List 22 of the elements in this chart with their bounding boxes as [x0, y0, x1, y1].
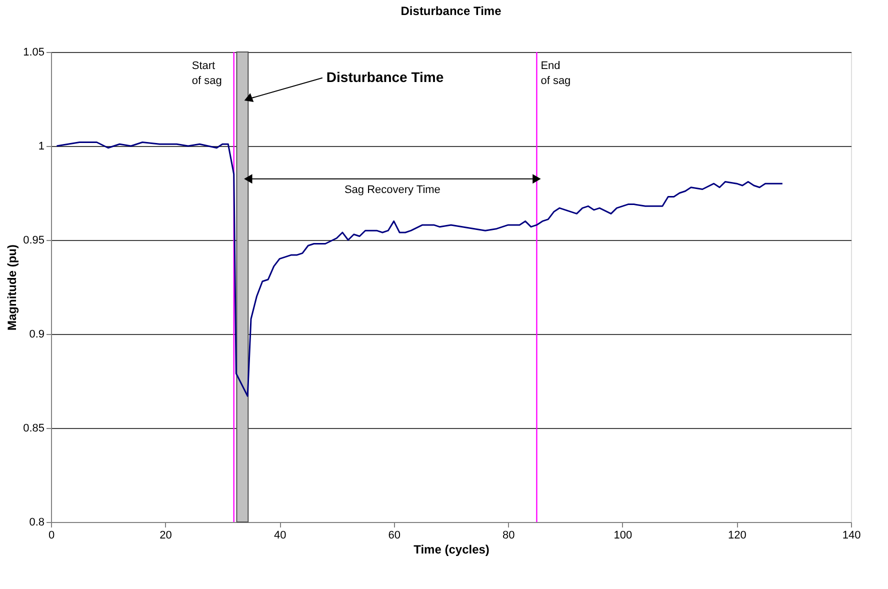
- x-tick-label: 40: [274, 530, 286, 542]
- x-tick-label: 60: [388, 530, 400, 542]
- x-tick-label: 0: [48, 530, 55, 542]
- y-tick-label: 1.05: [23, 46, 44, 58]
- x-tick-label: 100: [614, 530, 632, 542]
- y-tick-label: 0.8: [29, 516, 44, 528]
- x-axis-title: Time (cycles): [414, 542, 490, 556]
- y-tick-label: 0.9: [29, 328, 44, 340]
- ref-line-label: End of sag: [540, 60, 571, 87]
- x-tick-label: 120: [728, 530, 746, 542]
- line-series: [56, 141, 784, 397]
- x-tick-label: 80: [502, 530, 515, 542]
- annotation: Sag Recovery Time: [344, 184, 440, 196]
- y-tick-label: 0.85: [23, 422, 44, 434]
- x-tick-label: 20: [160, 530, 172, 542]
- y-axis-title: Magnitude (pu): [5, 244, 20, 330]
- x-tick-label: 140: [842, 530, 861, 542]
- ref-line-label: Start of sag: [192, 60, 222, 87]
- y-tick-label: 0.95: [23, 234, 44, 246]
- y-tick-label: 1: [38, 140, 44, 152]
- band-label: Disturbance Time: [326, 68, 444, 85]
- chart-title: Disturbance Time: [400, 4, 502, 18]
